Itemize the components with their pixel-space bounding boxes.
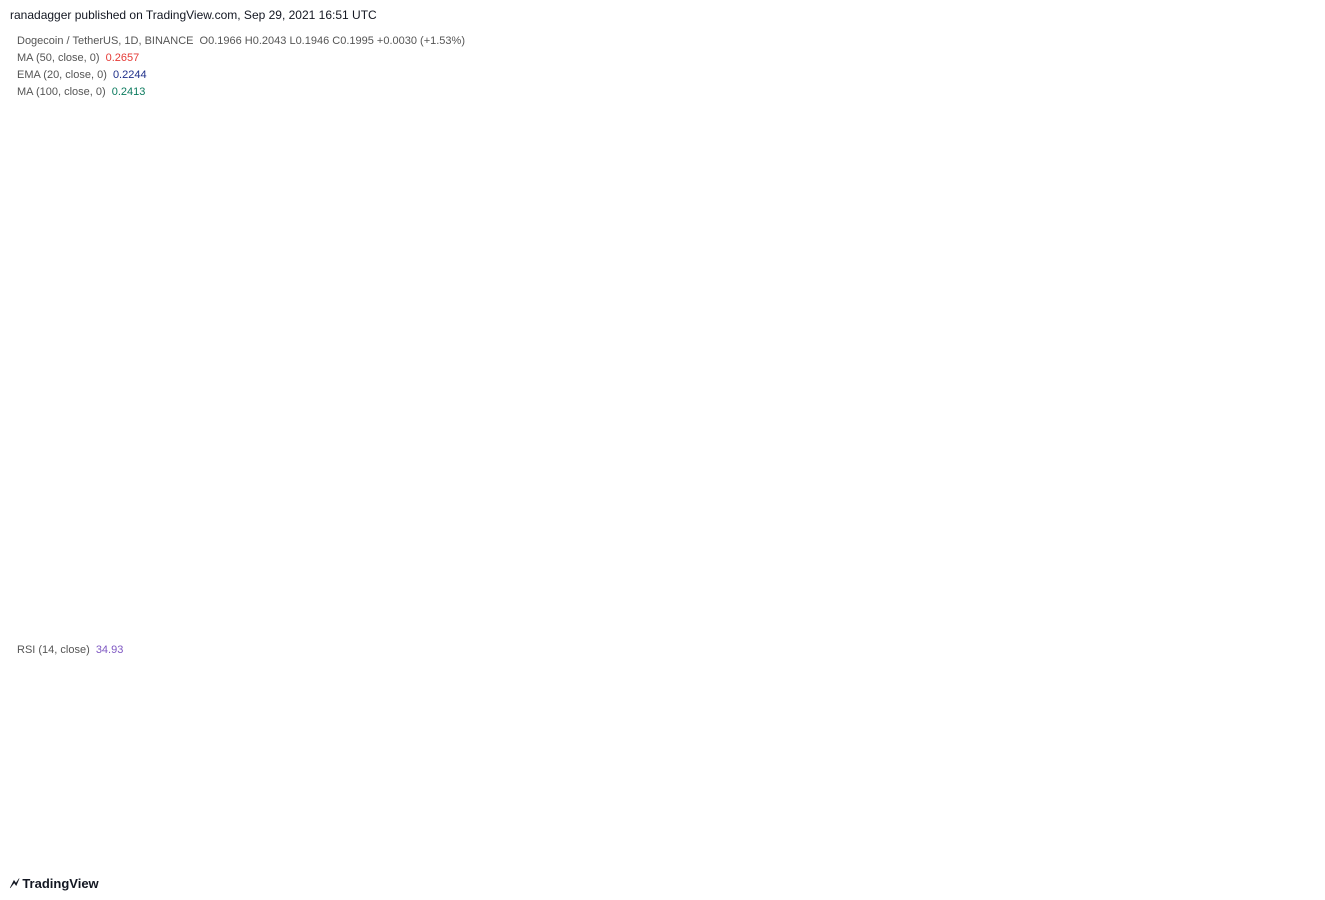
currency-label: USDT [1268,37,1295,48]
time-tick-label: 19 [74,846,86,858]
divergence-callout-text: Positive divergence [970,807,1074,821]
divergence-callout-box [956,797,1088,831]
ema20-label: EMA (20, close, 0) [17,69,107,81]
time-tick-label: Jun [181,846,199,858]
symbol-legend: Dogecoin / TetherUS, 1D, BINANCE O0.1966… [17,35,465,47]
price-badges: 0.59000.45000.29000.2657MA0.2413MA0.2244… [1254,50,1324,66]
brand-name: TradingView [22,876,99,891]
ma100-legend: MA (100, close, 0) 0.2413 [17,86,145,98]
candle-body [27,3,33,5]
rsi-value-badge-text: 34.93 [1275,793,1303,805]
ma100-label: MA (100, close, 0) [17,86,106,98]
brand-footer[interactable]: 🗲 TradingView [10,875,99,892]
downtrend-callout-pointer [906,0,921,324]
rsi-tag-box [1226,790,1252,807]
symbol-name: Dogecoin / TetherUS, 1D, BINANCE [17,35,194,47]
rsi-tick-label: 30.00 [1264,810,1292,822]
rsi-pane: Positive divergence RSI 34.93 [0,637,1324,831]
ema20-value: 0.2244 [112,69,147,81]
ma100-value: 0.2413 [111,86,146,98]
rsi-band [0,681,1252,815]
rsi-label: RSI (14, close) [17,644,90,656]
downtrend-callout-box [919,292,1033,324]
time-tick-label: 14 [292,846,304,858]
rsi-tag-text: RSI [1231,794,1248,805]
publisher-line: ranadagger published on TradingView.com,… [10,8,377,22]
time-tick-label: 21 [600,846,612,858]
downtrend-callout-text: Downtrend line [936,301,1016,315]
rsi-tick-label: 60.00 [1264,710,1292,722]
axes: 0.15000.25000.30000.35000.40000.50000.55… [5,4,1302,858]
rsi-divergence-line [1114,802,1211,818]
ma50-value: 0.2657 [105,52,140,64]
time-tick-label: Oct [1199,846,1216,858]
rsi-legend: RSI (14, close) 34.93 [17,644,123,656]
candle-body [37,22,43,24]
time-tick-label: 0 [5,846,11,858]
time-tick-label: 16 [817,846,829,858]
rsi-value: 34.93 [95,644,124,656]
ohlc-values: O0.1966 H0.2043 L0.1946 C0.1995 +0.0030 … [199,35,465,47]
rsi-line [0,637,1195,824]
rsi-value-badge [1254,789,1324,808]
price-badge-text: 0.5900 [1272,53,1306,65]
tradingview-logo-icon: 🗲 [10,875,19,891]
rsi-tick-label: 80.00 [1264,643,1292,655]
divergence-callout-pointer [1086,813,1119,817]
price-pane: Downtrend line [0,0,1252,324]
time-tick-label: 22 [1127,846,1139,858]
ma50-label: MA (50, close, 0) [17,52,100,64]
rsi-tick-label: 50.00 [1264,743,1292,755]
rsi-tick-label: 40.00 [1264,777,1292,789]
time-tick-label: 13 [1051,846,1063,858]
ema20-legend: EMA (20, close, 0) 0.2244 [17,69,147,81]
ma50-legend: MA (50, close, 0) 0.2657 [17,52,139,64]
time-tick-label: Jul [433,846,447,858]
rsi-tick-label: 70.00 [1264,676,1292,688]
price-tick-label: 0.5500 [1268,4,1302,16]
time-tick-label: Sep [947,846,967,858]
price-badge-level [1254,50,1324,66]
time-tick-label: Aug [689,846,709,858]
time-tick-label: 12 [528,846,540,858]
